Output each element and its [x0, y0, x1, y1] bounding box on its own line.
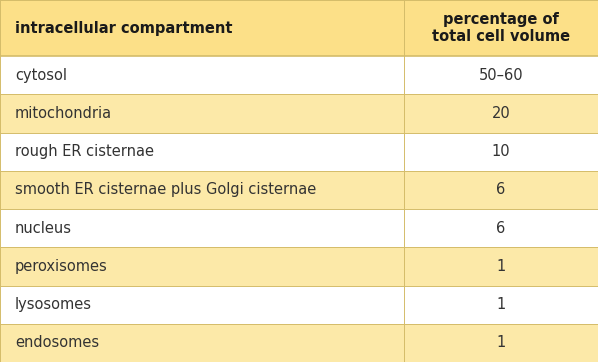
- Bar: [0, 56, 404, 94]
- Text: endosomes: endosomes: [15, 335, 99, 350]
- Bar: [404, 247, 598, 286]
- Text: lysosomes: lysosomes: [15, 297, 92, 312]
- Bar: [0, 286, 404, 324]
- Text: 1: 1: [496, 335, 505, 350]
- Bar: [404, 94, 598, 132]
- Text: mitochondria: mitochondria: [15, 106, 112, 121]
- Bar: [404, 171, 598, 209]
- Text: percentage of
total cell volume: percentage of total cell volume: [432, 12, 570, 44]
- Bar: [0, 247, 404, 286]
- Text: 20: 20: [492, 106, 510, 121]
- Bar: [404, 209, 598, 247]
- Bar: [0, 209, 404, 247]
- Bar: [0, 171, 404, 209]
- Text: rough ER cisternae: rough ER cisternae: [15, 144, 154, 159]
- Bar: [404, 324, 598, 362]
- Bar: [404, 56, 598, 94]
- Text: 1: 1: [496, 259, 505, 274]
- Text: cytosol: cytosol: [15, 68, 67, 83]
- Bar: [0, 0, 404, 56]
- Text: smooth ER cisternae plus Golgi cisternae: smooth ER cisternae plus Golgi cisternae: [15, 182, 316, 197]
- Text: 1: 1: [496, 297, 505, 312]
- Bar: [404, 286, 598, 324]
- Text: 6: 6: [496, 220, 505, 236]
- Bar: [404, 132, 598, 171]
- Text: 10: 10: [492, 144, 510, 159]
- Bar: [0, 94, 404, 132]
- Bar: [404, 0, 598, 56]
- Text: nucleus: nucleus: [15, 220, 72, 236]
- Bar: [0, 132, 404, 171]
- Text: peroxisomes: peroxisomes: [15, 259, 108, 274]
- Text: intracellular compartment: intracellular compartment: [15, 21, 233, 35]
- Bar: [0, 324, 404, 362]
- Text: 50–60: 50–60: [478, 68, 523, 83]
- Text: 6: 6: [496, 182, 505, 197]
